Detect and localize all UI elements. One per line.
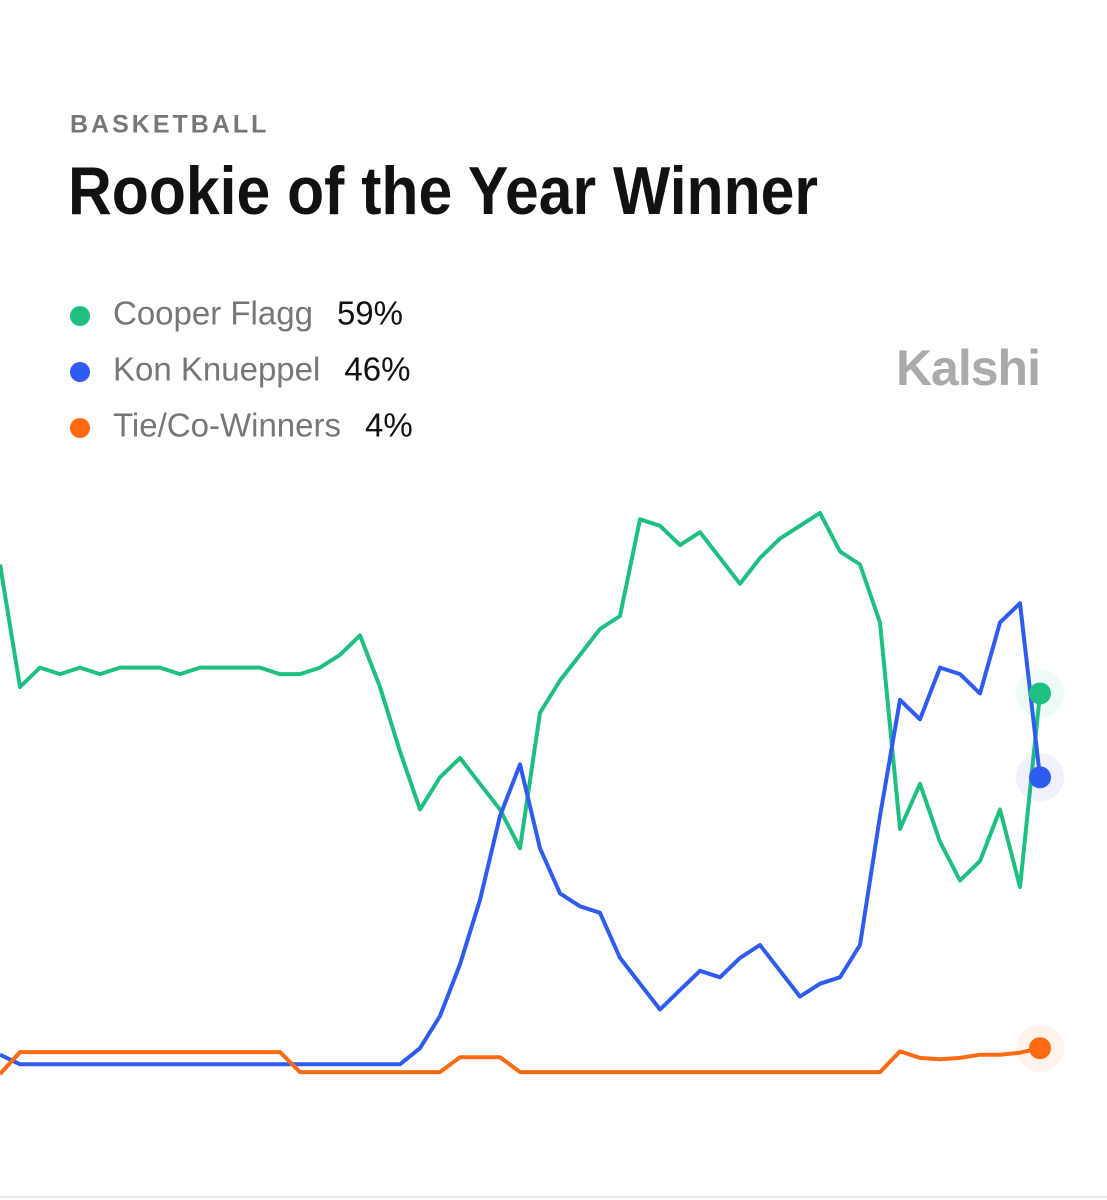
legend-name: Cooper Flagg	[113, 295, 313, 332]
series-line	[0, 1046, 1041, 1076]
legend-dot	[70, 418, 90, 438]
legend-dot	[70, 362, 90, 382]
end-dot	[1029, 766, 1051, 789]
series-line	[0, 601, 1042, 1067]
end-dot	[1029, 1037, 1051, 1060]
legend-dot	[70, 306, 90, 326]
end-dot	[1029, 682, 1051, 705]
legend-name: Kon Knueppel	[113, 351, 320, 388]
legend-name: Tie/Co-Winners	[113, 407, 341, 444]
kicker: BASKETBALL	[70, 111, 269, 139]
chart-title: Rookie of the Year Winner	[68, 153, 818, 229]
brand: Kalshi	[896, 340, 1040, 396]
legend-value: 4%	[365, 407, 413, 444]
legend-value: 59%	[337, 295, 403, 332]
legend-value: 46%	[344, 351, 410, 388]
series-line	[0, 510, 1042, 889]
